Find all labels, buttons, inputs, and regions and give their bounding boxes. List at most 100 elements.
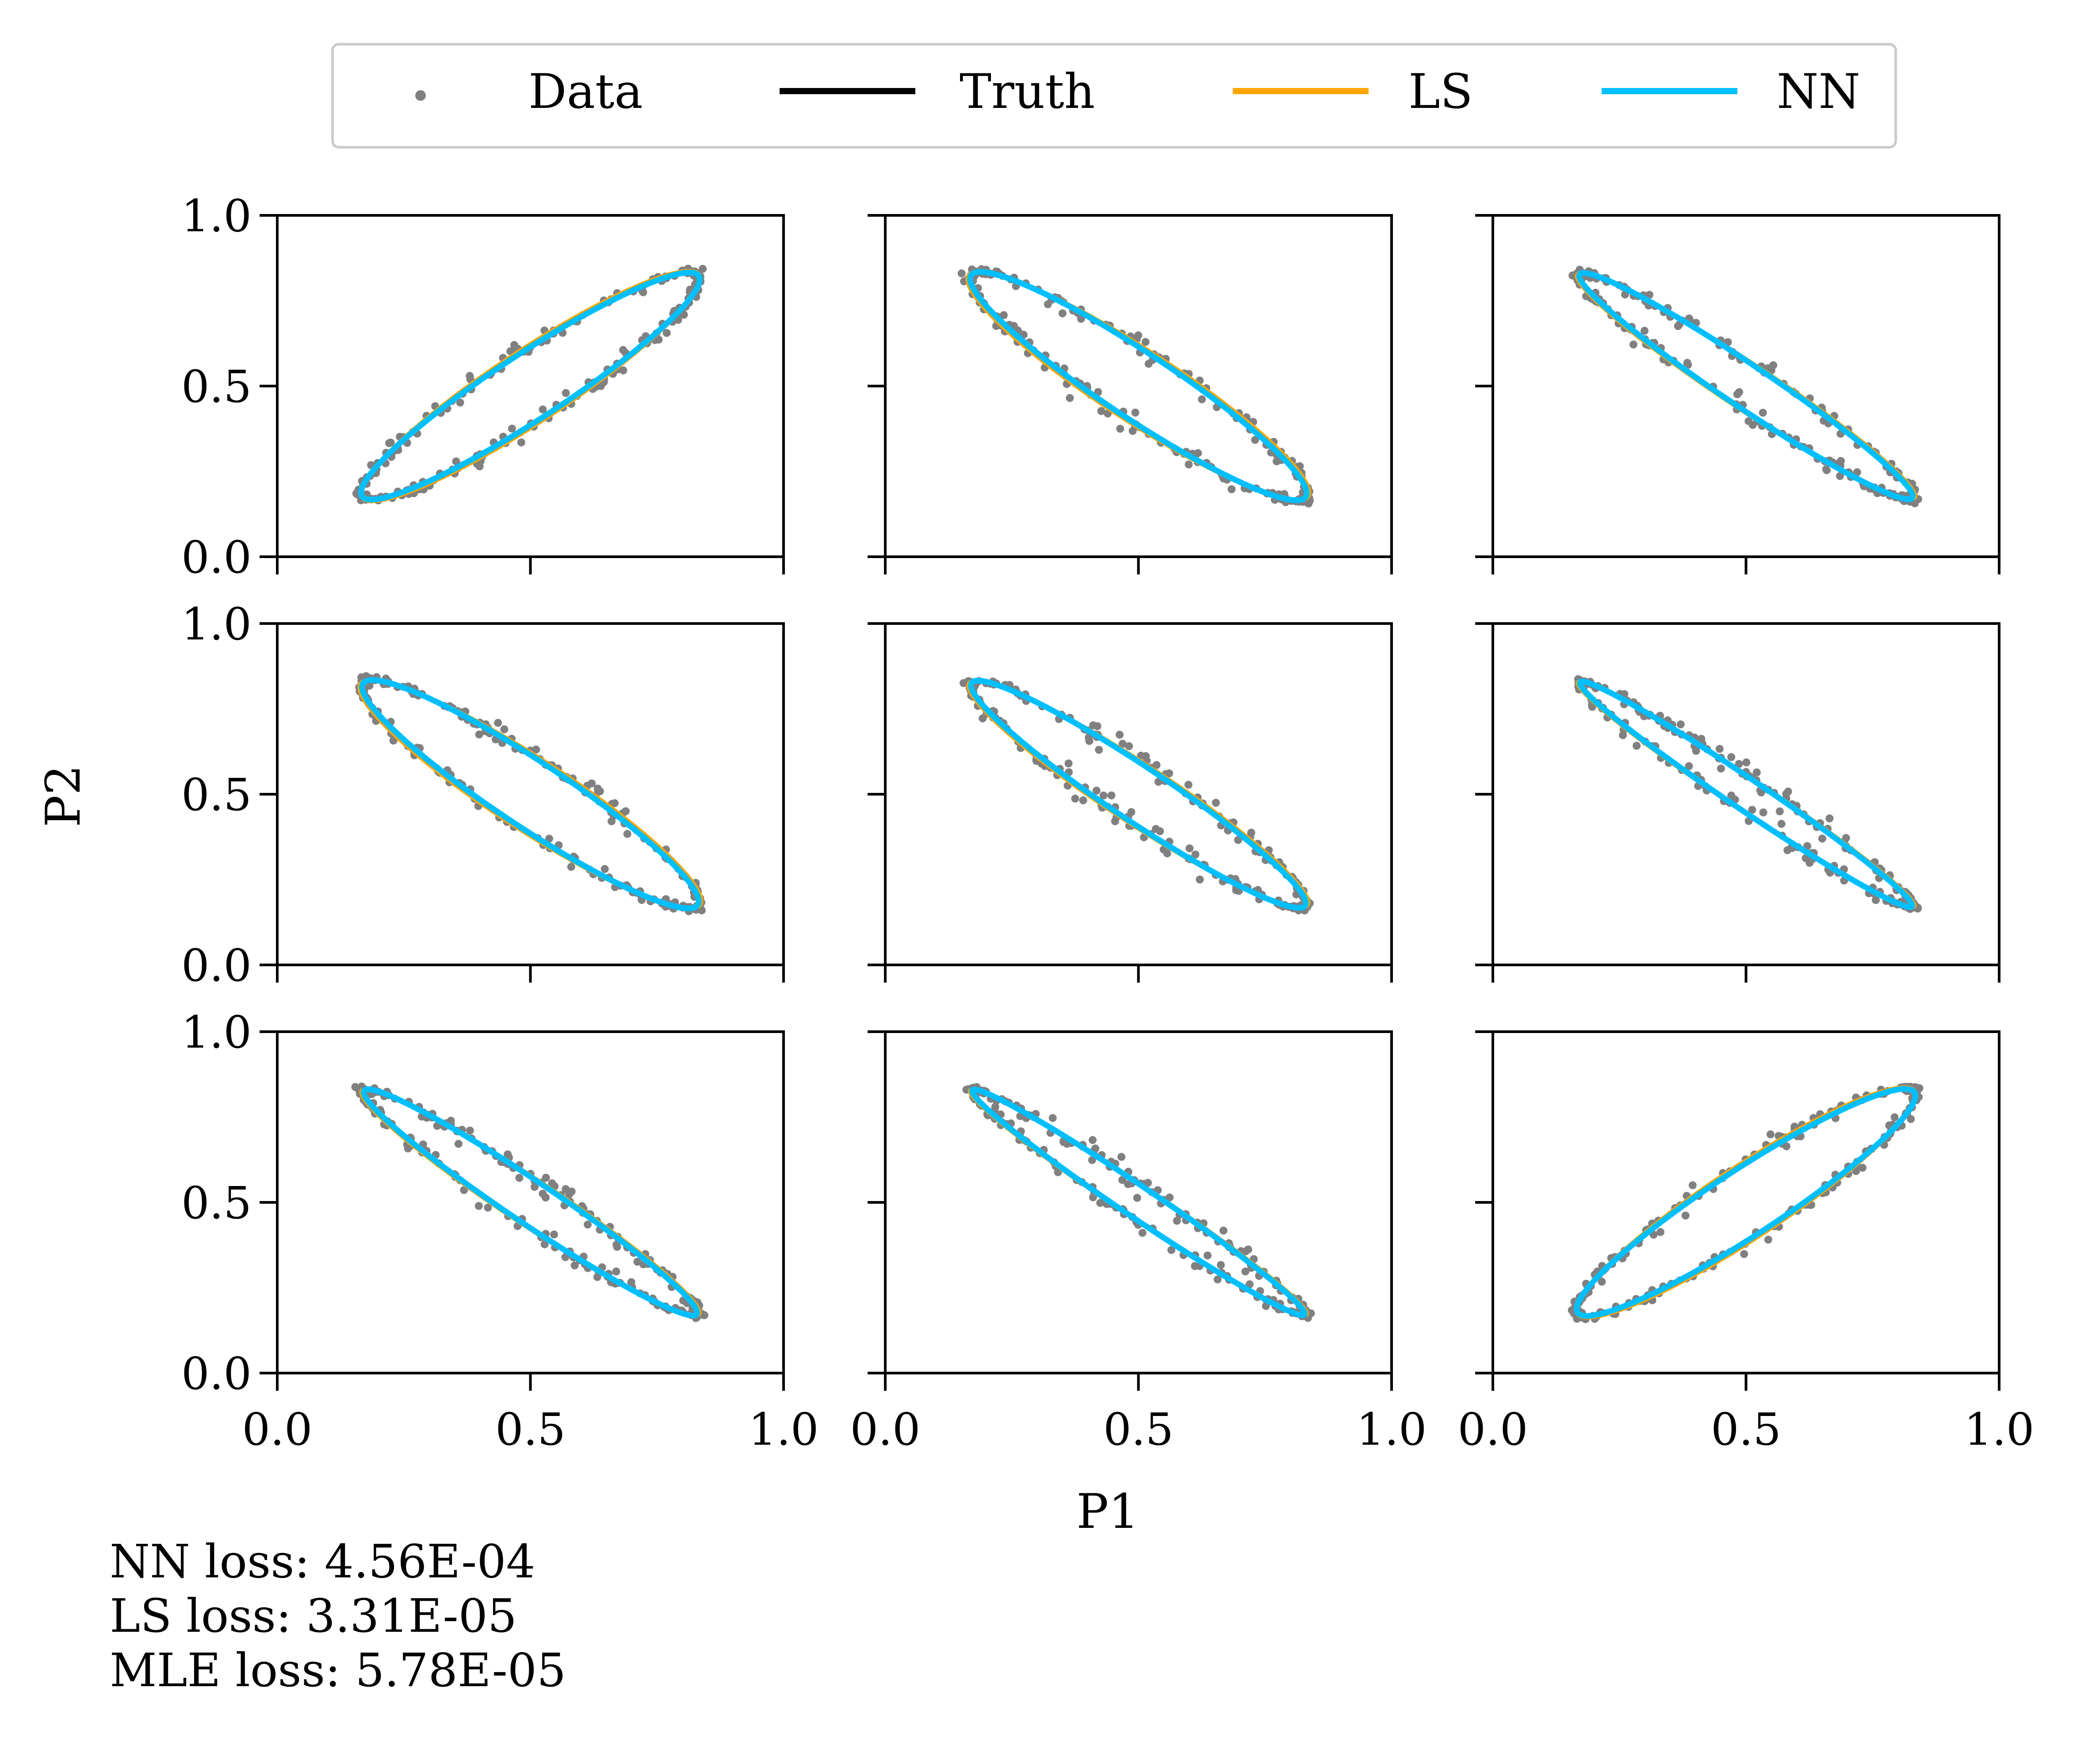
axes-frame [884, 622, 1393, 966]
data-point [474, 1202, 483, 1210]
y-axis-label: P2 [36, 765, 91, 827]
data-point [1064, 759, 1073, 768]
data-point [1058, 309, 1067, 318]
subplot-3-1: 0.00.0 0.5 0.5 1.0 1.0 [181, 1006, 819, 1455]
y-tick-label: 0.5 [181, 769, 252, 821]
data-point [662, 329, 671, 337]
data-points [352, 264, 707, 505]
truth-curve [1575, 1087, 1917, 1318]
data-point [1241, 1247, 1250, 1255]
data-point [1125, 742, 1133, 750]
data-point [619, 346, 627, 354]
data-point [1740, 1250, 1748, 1258]
data-point [550, 1230, 558, 1239]
axes-frame [276, 214, 785, 558]
data-point [1727, 753, 1736, 761]
data-point [1744, 417, 1753, 425]
data-point [1066, 394, 1074, 402]
data-point [1853, 468, 1861, 476]
data-points [960, 677, 1314, 915]
legend-frame [331, 43, 1897, 149]
data-point [613, 1243, 621, 1251]
axes-frame [1492, 1030, 2000, 1374]
data-point [1085, 737, 1094, 745]
data-point [562, 389, 570, 397]
data-point [612, 1267, 620, 1276]
legend-data-marker [415, 90, 426, 101]
truth-curve [967, 270, 1310, 502]
x-axis-label: P1 [1076, 1484, 1139, 1539]
data-point [1890, 1113, 1899, 1121]
data-point [999, 311, 1008, 319]
ls-curve [357, 678, 704, 911]
data-point [600, 865, 609, 873]
data-point [619, 366, 627, 375]
data-point [1093, 722, 1102, 731]
data-point [1154, 777, 1163, 786]
data-point [540, 1240, 549, 1248]
data-point [1116, 425, 1124, 433]
ls-curve [965, 270, 1312, 502]
subplot-2-1: 0.0 0.5 1.0 [181, 598, 785, 991]
data-point [452, 457, 460, 466]
subplot-2-2 [868, 622, 1393, 983]
data-point [1685, 762, 1693, 770]
data-point [500, 725, 509, 734]
truth-curve [361, 1088, 700, 1317]
data-point [1203, 1251, 1212, 1260]
data-point [1088, 1136, 1097, 1144]
data-point [1598, 1278, 1606, 1286]
data-point [475, 730, 483, 739]
data-point [494, 719, 502, 727]
ls-curve [968, 1088, 1309, 1317]
ls-loss-text: LS loss: 3.31E-05 [110, 1589, 517, 1643]
data-point [466, 1126, 474, 1135]
data-point [456, 398, 464, 407]
data-point [1629, 341, 1637, 349]
data-point [1748, 806, 1756, 814]
data-point [1219, 1226, 1228, 1235]
data-point [1782, 1142, 1790, 1151]
axes-frame [1492, 214, 2000, 558]
nn-curve [359, 677, 702, 911]
data-point [1185, 460, 1193, 469]
data-point [1674, 322, 1682, 330]
y-tick-label: 0.5 [181, 1177, 252, 1229]
nn-curve [1574, 1086, 1918, 1319]
data-point [1872, 896, 1880, 904]
data-points [351, 1083, 708, 1322]
x-tick-label: 0.0 [1457, 1404, 1528, 1455]
data-point [1117, 1153, 1126, 1161]
loss-summary: NN loss: 4.56E-04 LS loss: 3.31E-05 MLE … [110, 1534, 566, 1698]
x-tick-label: 0.5 [1711, 1404, 1781, 1455]
x-tick-label: 1.0 [1964, 1404, 2034, 1455]
nn-curve [360, 1086, 700, 1319]
data-point [1735, 760, 1743, 768]
data-point [979, 714, 987, 723]
x-tick-label: 0.5 [1103, 1404, 1174, 1455]
axes-frame [276, 1030, 785, 1374]
data-point [1907, 1115, 1915, 1123]
data-point [1818, 834, 1826, 843]
data-point [1133, 1194, 1141, 1202]
data-point [1681, 1211, 1690, 1220]
data-point [539, 1190, 547, 1198]
data-point [510, 341, 518, 349]
data-point [1859, 1163, 1866, 1172]
legend-truth-label: Truth [960, 64, 1095, 119]
legend-data-label: Data [528, 64, 643, 119]
data-point [623, 830, 631, 838]
y-tick-label: 1.0 [181, 598, 252, 650]
data-point [1251, 436, 1259, 444]
ls-curve [1574, 1085, 1918, 1320]
data-point [1304, 499, 1313, 508]
axes-frame [884, 214, 1393, 558]
data-point [1766, 1130, 1775, 1139]
data-point [1099, 791, 1108, 800]
axes-frame [276, 622, 785, 966]
x-tick-label: 1.0 [748, 1404, 818, 1455]
data-points [962, 1083, 1315, 1322]
data-point [1775, 807, 1784, 815]
y-tick-label: 0.0 [181, 940, 252, 991]
x-tick-label: 0.5 [495, 1404, 566, 1455]
